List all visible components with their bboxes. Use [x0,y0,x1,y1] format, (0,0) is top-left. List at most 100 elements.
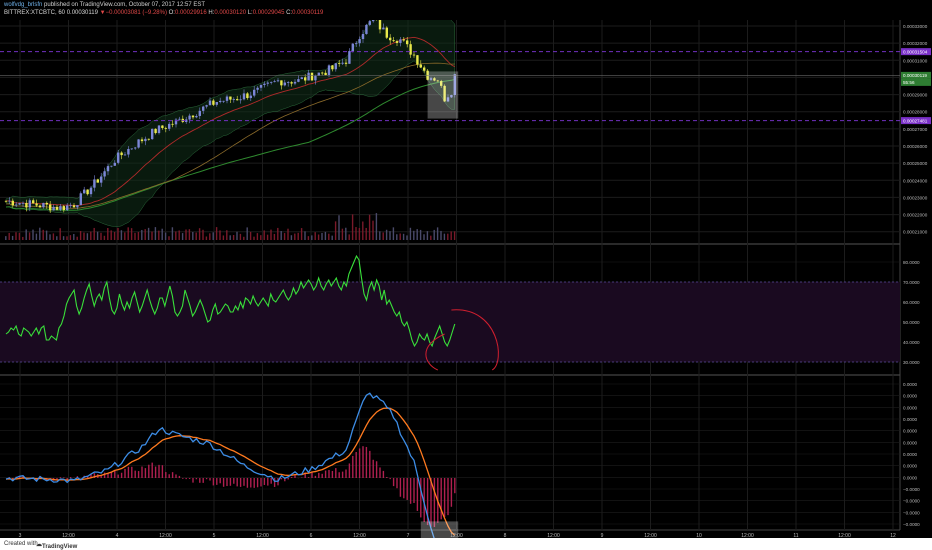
candle-body [130,148,133,150]
volume-bar [110,230,112,240]
volume-bar [304,231,306,240]
candle-body [45,202,48,205]
volume-bar [236,231,238,240]
macd-tick-label: 0.0000 [903,464,917,469]
volume-bar [45,230,48,240]
candle-body [236,99,239,101]
candle-body [338,63,341,65]
candle-body [188,115,191,120]
volume-bar [134,232,136,240]
candle-body [399,39,402,43]
candle-body [419,64,422,68]
volume-bar [287,228,289,240]
volume-bar [164,232,167,240]
x-tick-label: 12:00 [450,533,463,538]
candle-body [351,43,354,52]
price-tick-label: 0.00027000 [903,127,928,132]
volume-bar [266,234,269,240]
volume-bar [270,229,272,240]
candle-body [239,99,242,101]
candle-body [198,110,201,116]
candle-body [293,81,297,84]
candle-body [8,200,11,202]
candle-body [140,139,144,142]
candle-body [110,165,113,167]
candle-body [18,203,21,205]
candle-body [4,200,8,202]
price-tick-label: 0.00024000 [903,178,928,183]
volume-bar [331,235,333,240]
candle-body [440,81,443,86]
candle-body [372,20,375,22]
volume-bar [416,229,418,240]
candle-body [310,72,314,81]
volume-bar [317,234,320,240]
x-tick-label: 4 [116,533,119,538]
volume-bar [188,229,191,240]
price-tick-label: 0.00021000 [903,230,928,235]
resistance-price-tag-bg [901,48,931,56]
candle-body [55,206,59,210]
volume-bar [426,231,429,240]
volume-bar [124,232,126,240]
candle-body [178,118,181,120]
ma-mid-line [5,62,455,209]
candle-body [93,179,96,188]
candle-body [106,166,110,172]
volume-bar [154,227,157,240]
volume-bar [161,228,163,240]
candle-body [96,179,99,183]
macd-tick-label: 0.0000 [903,440,917,445]
last-price-tag-bg [901,71,931,79]
volume-bar [96,231,99,240]
volume-bar [385,229,388,240]
volume-bar [113,232,116,240]
candle-body [450,94,453,98]
x-tick-label: 9 [601,533,604,538]
volume-bar [324,231,327,240]
candle-body [270,81,273,83]
candle-body [86,189,89,195]
open-value: 0.00029916 [174,10,207,16]
volume-bar [243,236,245,240]
volume-bar [348,234,350,240]
volume-bar [355,227,357,240]
volume-bar [300,228,303,240]
volume-bar [263,230,265,240]
candle-body [195,115,198,118]
volume-bar [219,230,221,240]
high-value: 0.00030120 [214,10,247,16]
volume-bar [226,230,228,240]
macd-tick-label: 0.0000 [903,405,917,410]
candle-body [365,24,368,34]
last-price-tag: 0.00030119 [903,73,927,78]
volume-bar [151,231,153,240]
volume-bar [375,213,378,240]
rsi-circle-annotation [425,309,499,371]
close-value: 0.00030119 [292,10,324,16]
candle-body [263,83,266,86]
volume-bar [195,232,197,240]
candle-body [113,162,116,166]
rsi-tick-label: 30.0000 [903,360,920,365]
macd-tick-label: 0.0000 [903,417,917,422]
volume-bar [232,234,235,240]
tradingview-logo[interactable]: ☁ TradingView [36,542,78,550]
volume-bar [69,235,72,240]
volume-bar [372,220,374,240]
rsi-tick-label: 80.0000 [903,260,920,265]
chart-canvas[interactable]: 3 12:00 4 12:00 5 12:00 6 12:00 7 12:00 8 12:00 9 12:… [0,20,932,538]
candle-body [389,37,392,41]
author-name[interactable]: wolfvdg_brlsfn [4,2,43,8]
candle-body [246,93,249,99]
candle-body [89,187,93,195]
rsi-tick-label: 70.0000 [903,280,920,285]
volume-bar [181,233,184,240]
candle-body [212,100,215,105]
candle-body [242,93,246,100]
candle-body [256,87,259,90]
volume-bar [290,235,293,240]
highlight-box [427,71,459,119]
rsi-tick-label: 50.0000 [903,320,920,325]
candle-body [324,72,327,76]
